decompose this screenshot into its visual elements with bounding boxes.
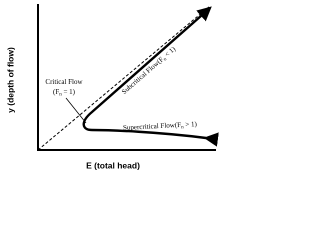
subcritical-label: Subcritical Flow(Fn < 1): [120, 45, 178, 98]
critical-froude: (Fn = 1): [53, 88, 76, 98]
page: y (depth of flow) E (total head) Critica…: [5, 4, 219, 171]
subscript: n: [181, 125, 184, 130]
pointer-line: [65, 97, 87, 124]
text: Supercritical Flow(F: [123, 121, 182, 132]
text: > 1): [183, 120, 197, 129]
dashed-line: [37, 5, 211, 151]
energy-curve: [82, 6, 219, 147]
subscript: n: [163, 57, 169, 63]
critical-label: Critical Flow: [45, 78, 83, 86]
supercritical-label: Supercritical Flow(Fn > 1): [123, 120, 198, 133]
x-axis-label: E (total head): [86, 160, 140, 170]
y-axis-label: y (depth of flow): [5, 47, 15, 113]
critical-line1: Critical Flow: [45, 78, 83, 86]
diagram: y (depth of flow) E (total head) Critica…: [5, 4, 219, 170]
text: = 1): [62, 88, 76, 96]
subscript: n: [59, 93, 62, 98]
text: (F: [53, 88, 59, 96]
